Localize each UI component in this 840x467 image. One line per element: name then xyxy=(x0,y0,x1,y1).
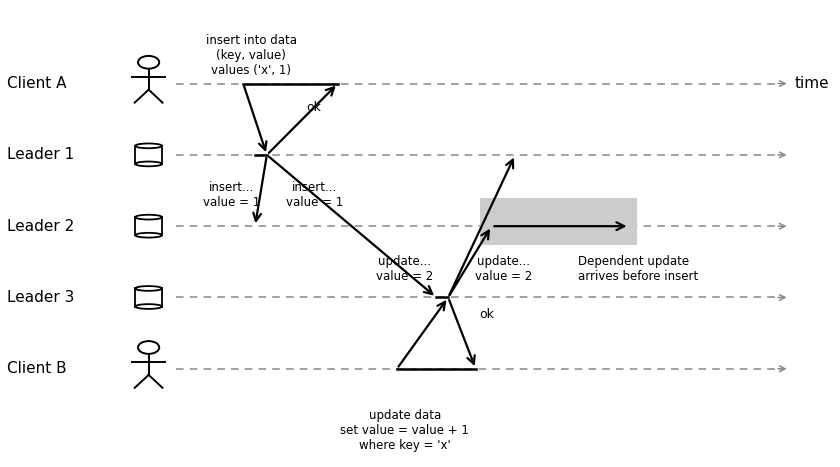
Ellipse shape xyxy=(135,143,162,148)
Text: update...
value = 2: update... value = 2 xyxy=(475,255,532,283)
Ellipse shape xyxy=(135,215,162,219)
Ellipse shape xyxy=(135,233,162,238)
Text: time: time xyxy=(795,76,830,91)
Text: insert...
value = 1: insert... value = 1 xyxy=(286,181,343,209)
Text: Client A: Client A xyxy=(7,76,66,91)
Text: ok: ok xyxy=(480,308,495,321)
Bar xyxy=(480,198,638,245)
Text: Leader 2: Leader 2 xyxy=(7,219,74,234)
Ellipse shape xyxy=(135,162,162,166)
Ellipse shape xyxy=(135,304,162,309)
Text: Leader 1: Leader 1 xyxy=(7,148,74,163)
Bar xyxy=(135,289,162,306)
Text: update...
value = 2: update... value = 2 xyxy=(376,255,433,283)
Text: update data
set value = value + 1
where key = 'x': update data set value = value + 1 where … xyxy=(340,409,470,452)
Text: Dependent update
arrives before insert: Dependent update arrives before insert xyxy=(578,255,699,283)
Ellipse shape xyxy=(135,286,162,291)
Text: insert into data
(key, value)
values ('x', 1): insert into data (key, value) values ('x… xyxy=(206,34,297,77)
Text: Leader 3: Leader 3 xyxy=(7,290,74,305)
Text: ok: ok xyxy=(307,101,321,114)
Text: insert...
value = 1: insert... value = 1 xyxy=(202,181,260,209)
Bar xyxy=(135,146,162,164)
Bar xyxy=(135,217,162,235)
Text: Client B: Client B xyxy=(7,361,66,376)
